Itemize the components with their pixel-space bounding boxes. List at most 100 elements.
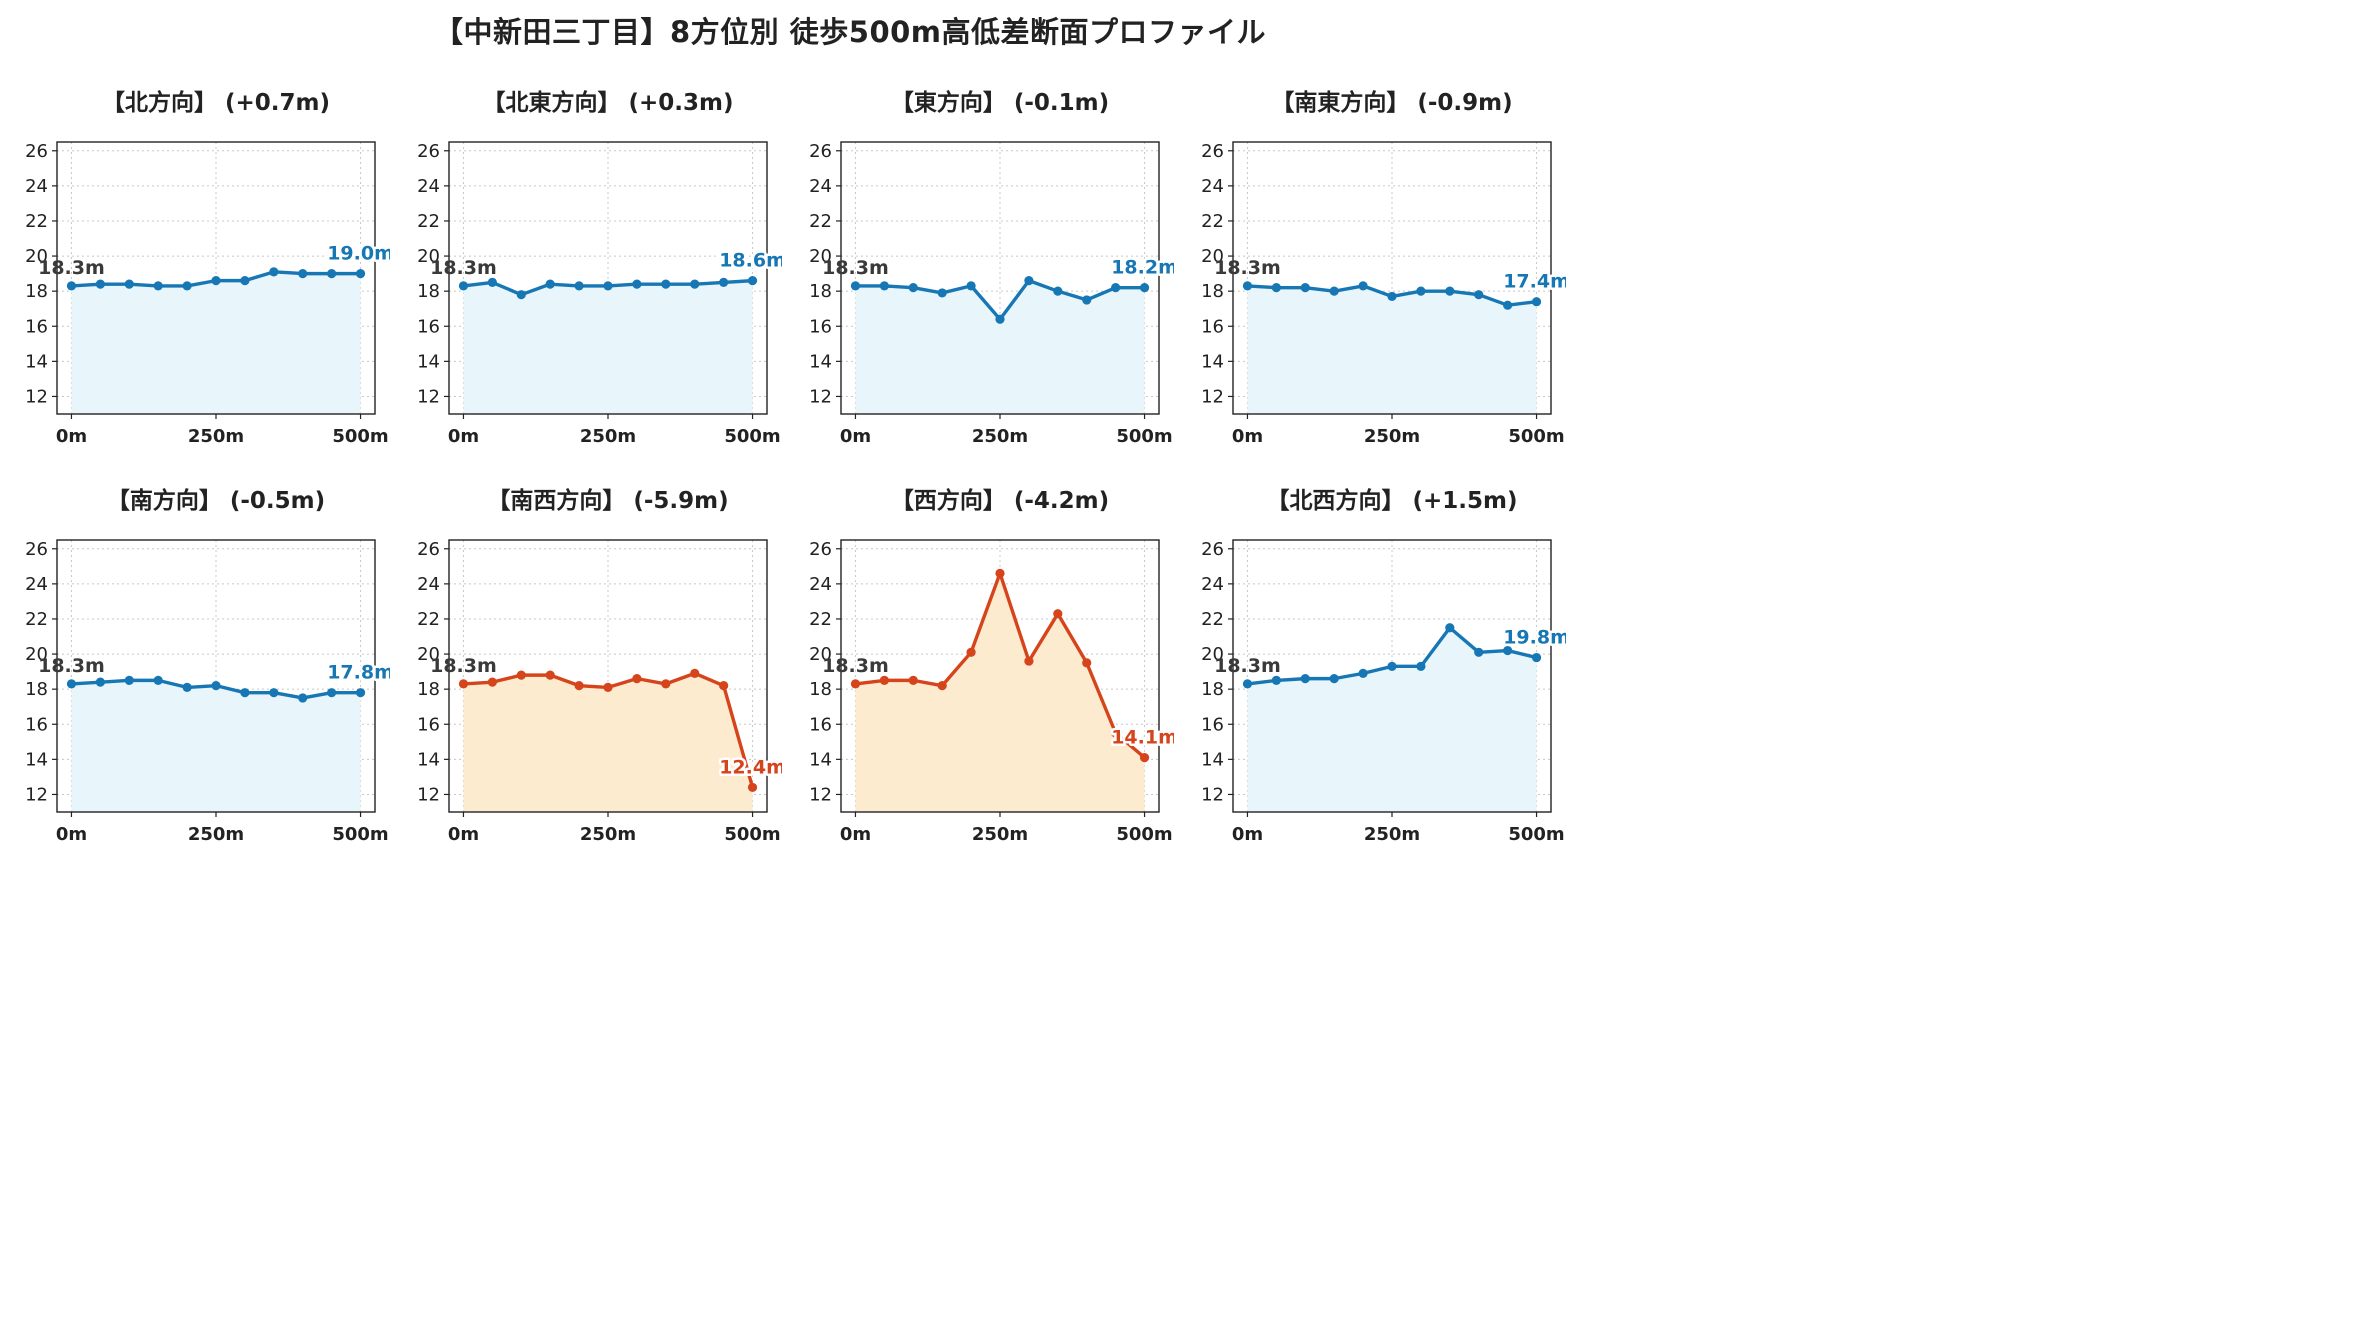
x-tick-label: 0m bbox=[56, 426, 87, 447]
data-point bbox=[1358, 668, 1368, 678]
data-point bbox=[1329, 286, 1339, 296]
data-point bbox=[1111, 728, 1121, 738]
axes-frame bbox=[1232, 539, 1552, 813]
x-tick-label: 500m bbox=[724, 824, 780, 845]
start-value-label: 18.3m bbox=[38, 655, 105, 677]
data-point bbox=[1242, 679, 1253, 689]
y-tick-label: 24 bbox=[809, 176, 832, 197]
data-point bbox=[1271, 283, 1281, 293]
y-tick-label: 26 bbox=[417, 539, 440, 560]
data-point bbox=[908, 283, 918, 293]
x-tick-label: 500m bbox=[1116, 426, 1172, 447]
area-fill bbox=[855, 573, 1145, 812]
end-value-label: 19.8m bbox=[1503, 627, 1566, 649]
data-point bbox=[1416, 286, 1426, 296]
data-point bbox=[298, 693, 308, 703]
data-point bbox=[1387, 661, 1397, 671]
x-tick-label: 0m bbox=[448, 426, 479, 447]
start-value-label: 18.3m bbox=[430, 257, 497, 279]
data-point bbox=[908, 675, 918, 685]
y-tick-label: 20 bbox=[417, 644, 440, 665]
data-point bbox=[1242, 281, 1253, 291]
x-tick-label: 250m bbox=[972, 426, 1028, 447]
data-point bbox=[153, 675, 163, 685]
x-tick-label: 250m bbox=[580, 824, 636, 845]
data-point bbox=[574, 681, 584, 691]
end-value-label: 18.2m bbox=[1111, 257, 1174, 279]
data-point bbox=[269, 267, 279, 277]
y-tick-label: 16 bbox=[1201, 714, 1224, 735]
y-tick-label: 22 bbox=[809, 609, 832, 630]
x-tick-label: 0m bbox=[448, 824, 479, 845]
start-value-label: 18.3m bbox=[38, 257, 105, 279]
y-tick-label: 26 bbox=[25, 539, 48, 560]
x-tick-label: 250m bbox=[188, 426, 244, 447]
y-tick-label: 24 bbox=[1201, 574, 1224, 595]
data-point bbox=[719, 277, 729, 287]
data-point bbox=[182, 281, 192, 291]
data-point bbox=[211, 681, 221, 691]
y-tick-label: 20 bbox=[809, 246, 832, 267]
y-tick-label: 16 bbox=[25, 714, 48, 735]
start-value-label: 18.3m bbox=[430, 655, 497, 677]
y-tick-label: 20 bbox=[809, 644, 832, 665]
data-point bbox=[269, 688, 279, 698]
y-tick-label: 24 bbox=[809, 574, 832, 595]
subplot-5: 【南方向】 (-0.5m) 12 14 16 18 20 22 24 26 0m 250m 500m 1… bbox=[25, 488, 390, 845]
y-tick-label: 16 bbox=[417, 316, 440, 337]
data-point bbox=[574, 281, 584, 291]
y-tick-label: 16 bbox=[1201, 316, 1224, 337]
end-value-label: 19.0m bbox=[327, 243, 390, 265]
x-tick-label: 500m bbox=[332, 824, 388, 845]
y-tick-label: 22 bbox=[25, 211, 48, 232]
y-tick-label: 24 bbox=[417, 176, 440, 197]
end-value-label: 14.1m bbox=[1111, 727, 1174, 749]
x-tick-label: 500m bbox=[332, 426, 388, 447]
axes-frame bbox=[56, 141, 376, 415]
data-point bbox=[690, 668, 700, 678]
subplot-2: 【北東方向】 (+0.3m) 12 14 16 18 20 22 24 26 0m 250m 500m… bbox=[417, 90, 782, 447]
y-tick-label: 26 bbox=[417, 141, 440, 162]
data-point bbox=[1053, 286, 1063, 296]
y-tick-label: 16 bbox=[809, 316, 832, 337]
y-tick-label: 12 bbox=[25, 784, 48, 805]
data-point bbox=[690, 279, 700, 289]
y-tick-label: 14 bbox=[1201, 351, 1224, 372]
data-point bbox=[240, 688, 250, 698]
y-tick-label: 14 bbox=[25, 749, 48, 770]
y-tick-label: 22 bbox=[1201, 609, 1224, 630]
y-tick-label: 20 bbox=[25, 246, 48, 267]
data-point bbox=[1139, 753, 1150, 763]
y-tick-label: 18 bbox=[417, 281, 440, 302]
y-tick-label: 20 bbox=[417, 246, 440, 267]
subplot-6: 【南西方向】 (-5.9m) 12 14 16 18 20 22 24 26 0m 250m 500m… bbox=[417, 488, 782, 845]
data-point bbox=[327, 688, 337, 698]
data-point bbox=[516, 670, 526, 680]
data-point bbox=[1271, 675, 1281, 685]
end-value-label: 12.4m bbox=[719, 756, 782, 778]
subplot-title: 【北東方向】 (+0.3m) bbox=[482, 90, 733, 116]
data-point bbox=[1503, 645, 1513, 656]
x-tick-label: 250m bbox=[972, 824, 1028, 845]
subplot-4: 【南東方向】 (-0.9m) 12 14 16 18 20 22 24 26 0m 250m 500m… bbox=[1201, 90, 1566, 447]
y-tick-label: 12 bbox=[417, 784, 440, 805]
y-tick-label: 12 bbox=[1201, 386, 1224, 407]
y-tick-label: 14 bbox=[417, 749, 440, 770]
data-point bbox=[327, 269, 337, 279]
y-tick-label: 16 bbox=[417, 714, 440, 735]
y-tick-label: 14 bbox=[809, 749, 832, 770]
x-tick-label: 250m bbox=[1364, 824, 1420, 845]
y-tick-label: 20 bbox=[1201, 246, 1224, 267]
area-fill bbox=[463, 280, 753, 414]
data-point bbox=[1053, 609, 1063, 619]
y-tick-label: 22 bbox=[25, 609, 48, 630]
data-point bbox=[211, 276, 221, 286]
x-tick-label: 0m bbox=[1232, 824, 1263, 845]
data-point bbox=[545, 670, 555, 680]
data-point bbox=[1300, 674, 1310, 684]
x-tick-label: 250m bbox=[188, 824, 244, 845]
area-fill bbox=[855, 280, 1145, 414]
data-point bbox=[850, 281, 861, 291]
data-point bbox=[1111, 283, 1121, 293]
y-tick-label: 26 bbox=[809, 539, 832, 560]
